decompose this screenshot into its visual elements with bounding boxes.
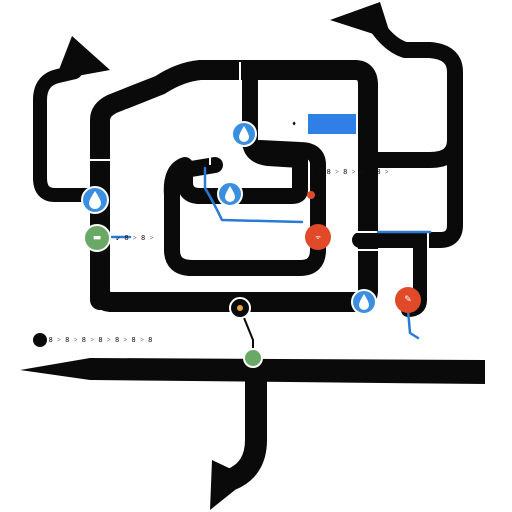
restaurant-icon: ✎ <box>404 295 412 305</box>
park-marker-bottom[interactable] <box>243 348 263 368</box>
water-marker-top[interactable] <box>231 121 257 147</box>
water-drop-icon <box>239 126 249 142</box>
inner-lower-road <box>163 140 326 276</box>
restaurant-marker-right[interactable]: ✎ <box>395 287 421 313</box>
northeast-direction-arrow <box>330 2 392 40</box>
park-left-label: ↙ 8 ˃ 8 ˃ <box>116 234 153 242</box>
water-marker-right[interactable] <box>351 289 377 315</box>
restaurant-icon: ⨪ <box>315 232 320 242</box>
east-road <box>352 132 463 248</box>
south-branch-road <box>219 361 267 491</box>
road-markings <box>88 62 429 251</box>
park-marker-left[interactable]: ▬ <box>83 224 111 252</box>
pin-icon <box>307 191 315 199</box>
south-direction-arrow <box>210 460 250 510</box>
lane-line-southeast <box>406 308 420 340</box>
transit-hub-icon <box>237 305 243 311</box>
bottom-row-label: • ˃ 8 ˃ 8 ˃ 8 ˃ 8 ˃ 8 ˃ 8 ˃ 8 <box>32 336 152 344</box>
north-tag: ᴀ <box>66 68 70 76</box>
east-row-label: • ˃ 8 ˃ 8 ˃ 8 ˃ 8 ˃ <box>310 168 389 176</box>
park-icon: ▬ <box>93 233 102 243</box>
main-loop-road <box>90 60 378 312</box>
water-marker-mid[interactable] <box>217 181 243 207</box>
restaurant-marker-center[interactable]: ⨪ <box>305 224 331 250</box>
water-marker-left[interactable] <box>81 186 109 214</box>
transit-hub-marker[interactable] <box>229 297 251 319</box>
top-right-tag: ♦ <box>292 120 296 128</box>
water-drop-icon <box>225 186 235 202</box>
east-row-start-dot <box>313 168 319 174</box>
northwest-direction-arrow <box>55 36 110 80</box>
small-pin-marker[interactable] <box>307 191 315 199</box>
highlighted-segment <box>308 114 356 134</box>
water-drop-icon <box>359 294 369 310</box>
lane-line-center <box>203 166 304 224</box>
bottom-row-start-dot <box>33 333 47 347</box>
northwest-branch-road <box>33 65 102 202</box>
water-drop-icon <box>89 191 101 209</box>
northeast-branch-road <box>360 20 463 168</box>
